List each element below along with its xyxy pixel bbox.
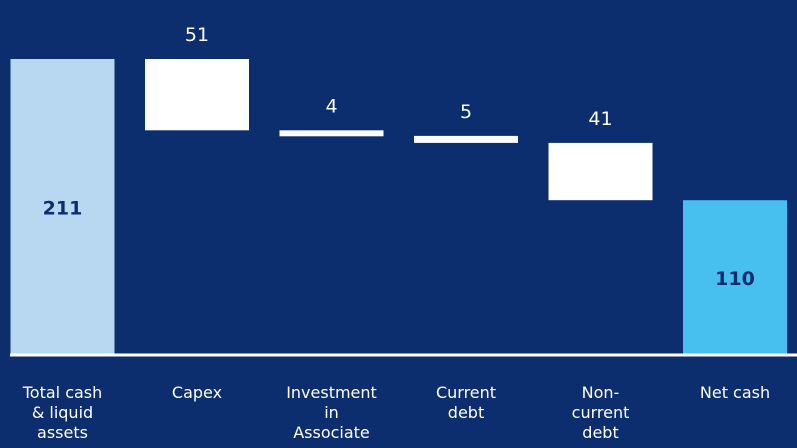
bar-4 xyxy=(414,135,518,143)
category-label-6: Net cash xyxy=(700,383,770,402)
bar-3 xyxy=(279,130,384,137)
category-label-2: Capex xyxy=(172,383,222,402)
category-label-5: Non-current debt xyxy=(572,383,630,442)
value-label-4: 5 xyxy=(460,101,472,123)
value-label-5: 41 xyxy=(588,108,612,130)
category-label-1: Total cash & liquid assets xyxy=(22,383,103,442)
category-label-4: Current debt xyxy=(436,383,496,422)
value-label-3: 4 xyxy=(325,95,337,117)
bar-1 xyxy=(10,59,115,354)
value-label-1: 211 xyxy=(43,198,83,220)
value-label-2: 51 xyxy=(185,24,209,46)
bar-6 xyxy=(683,200,787,354)
bar-2 xyxy=(145,59,249,131)
category-label-3: Investment in Associate xyxy=(286,383,377,442)
bar-5 xyxy=(548,142,653,201)
value-label-6: 110 xyxy=(715,268,755,290)
